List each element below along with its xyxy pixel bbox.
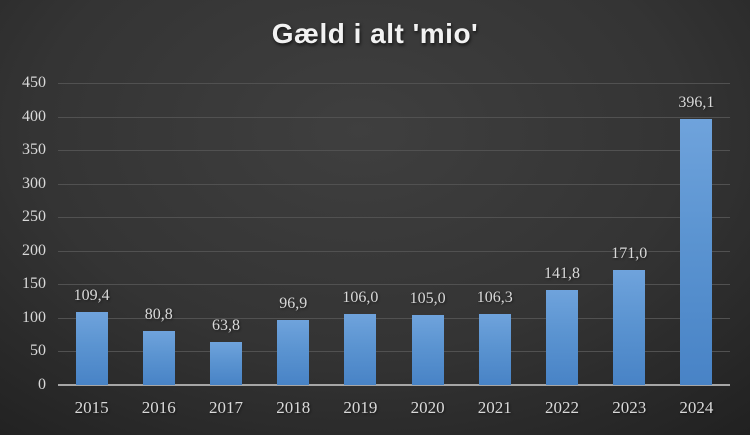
gridline xyxy=(58,284,730,286)
x-axis-tick-label-2016: 2016 xyxy=(141,398,176,417)
bar-2016 xyxy=(142,330,175,385)
data-label-2015: 109,4 xyxy=(73,286,110,304)
y-axis-tick-label: 350 xyxy=(22,141,46,159)
plot-area: 109,4 80,8 63,8 96,9 106,0 105,0 106,3 141,8 171… xyxy=(58,83,730,386)
gridline xyxy=(58,116,730,118)
chart-title: Gæld i alt 'mio' xyxy=(271,18,479,49)
y-axis-tick-label: 0 xyxy=(38,376,46,393)
bar-2017 xyxy=(210,342,242,385)
x-axis-tick-label-2021: 2021 xyxy=(477,398,512,417)
bar-2020 xyxy=(411,314,444,385)
x-axis-tick-label-2019: 2019 xyxy=(343,398,378,417)
y-axis-tick-label: 200 xyxy=(22,241,46,259)
data-label-2024: 396,1 xyxy=(678,94,715,112)
gridline xyxy=(58,250,730,252)
data-label-2016: 80,8 xyxy=(144,305,173,323)
y-axis-tick-label: 450 xyxy=(22,74,46,91)
y-axis-tick-label: 100 xyxy=(22,308,46,326)
y-axis-tick-label: 50 xyxy=(30,342,46,360)
bar-2021 xyxy=(478,313,511,385)
bar-2023 xyxy=(613,270,646,385)
gridline xyxy=(58,150,730,152)
x-axis-tick-label-2015: 2015 xyxy=(74,398,109,417)
gridline xyxy=(58,217,730,219)
data-label-2017: 63,8 xyxy=(212,317,240,335)
bar-2018 xyxy=(277,319,310,385)
bar-2015 xyxy=(75,311,108,385)
data-label-2023: 171,0 xyxy=(611,245,648,263)
x-axis-tick-label-2018: 2018 xyxy=(276,398,311,417)
data-label-2018: 96,9 xyxy=(279,294,308,312)
gridline xyxy=(58,317,730,319)
x-axis-tick-label-2024: 2024 xyxy=(679,398,714,417)
x-axis-tick-label-2023: 2023 xyxy=(612,398,647,417)
data-label-2021: 106,3 xyxy=(476,288,513,306)
bar-2022 xyxy=(546,289,578,385)
gridline xyxy=(58,83,730,84)
gridline xyxy=(58,183,730,185)
data-label-2019: 106,0 xyxy=(342,288,379,306)
data-label-2020: 105,0 xyxy=(409,289,446,307)
bar-2024 xyxy=(680,119,713,385)
bar-2019 xyxy=(344,313,377,385)
x-axis-tick-label-2020: 2020 xyxy=(410,398,445,417)
x-axis-tick-label-2022: 2022 xyxy=(545,398,579,417)
y-axis-tick-label: 400 xyxy=(22,107,46,125)
x-axis-line xyxy=(58,384,730,386)
x-axis-tick-label-2017: 2017 xyxy=(209,398,243,417)
y-axis-tick-label: 300 xyxy=(22,174,46,192)
gridline xyxy=(58,351,730,353)
y-axis-tick-label: 150 xyxy=(22,275,46,293)
y-axis-tick-label: 250 xyxy=(22,208,46,226)
data-label-2022: 141,8 xyxy=(544,264,580,282)
